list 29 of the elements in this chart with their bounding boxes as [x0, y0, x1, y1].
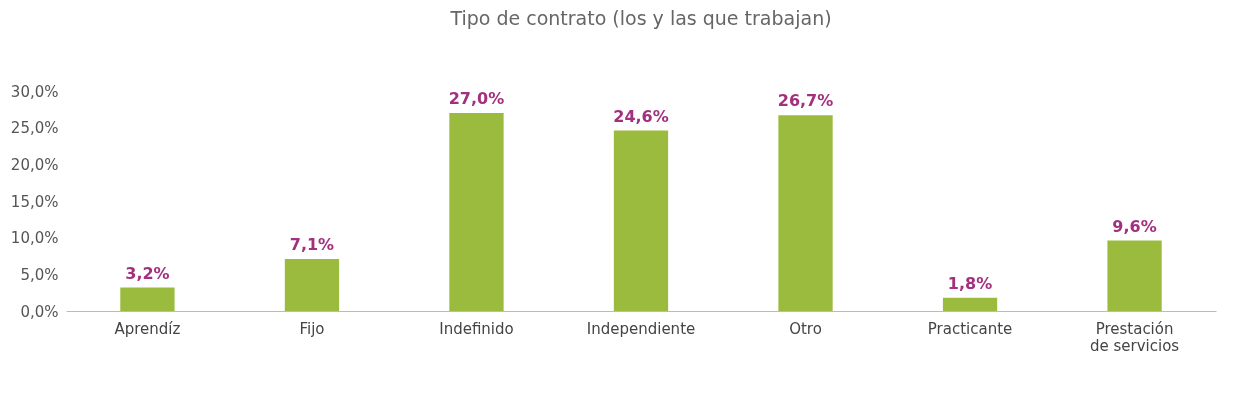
bar	[120, 287, 175, 311]
data-label: 1,8%	[947, 273, 993, 293]
x-tick-label: Fijo	[299, 319, 325, 338]
x-tick-label: Practicante	[927, 319, 1013, 338]
data-label: 26,7%	[777, 91, 834, 111]
x-tick-label: Prestación de servicios	[1089, 319, 1180, 355]
y-tick-label: 20,0%	[10, 155, 59, 174]
bar	[942, 297, 998, 311]
data-label: 3,2%	[125, 263, 170, 283]
y-tick-label: 0,0%	[20, 302, 59, 321]
bar	[449, 113, 504, 311]
x-tick-label: Indefinido	[439, 319, 514, 338]
bar	[778, 115, 833, 311]
bar	[284, 258, 340, 311]
data-label: 7,1%	[289, 234, 335, 254]
y-tick-label: 10,0%	[10, 229, 59, 248]
chart-title: Tipo de contrato (los y las que trabajan)	[449, 7, 832, 29]
y-tick-label: 15,0%	[10, 192, 59, 211]
y-tick-label: 30,0%	[10, 82, 59, 101]
x-tick-label: Independiente	[586, 319, 696, 338]
data-label: 27,0%	[448, 89, 505, 108]
y-tick-label: 5,0%	[20, 265, 59, 284]
bar	[1107, 240, 1162, 311]
bar	[613, 130, 669, 311]
data-label: 9,6%	[1112, 216, 1157, 236]
data-label: 24,6%	[613, 106, 669, 126]
x-tick-label: Otro	[789, 319, 822, 338]
x-tick-label: Aprendíz	[114, 319, 181, 338]
y-tick-label: 25,0%	[10, 119, 59, 138]
